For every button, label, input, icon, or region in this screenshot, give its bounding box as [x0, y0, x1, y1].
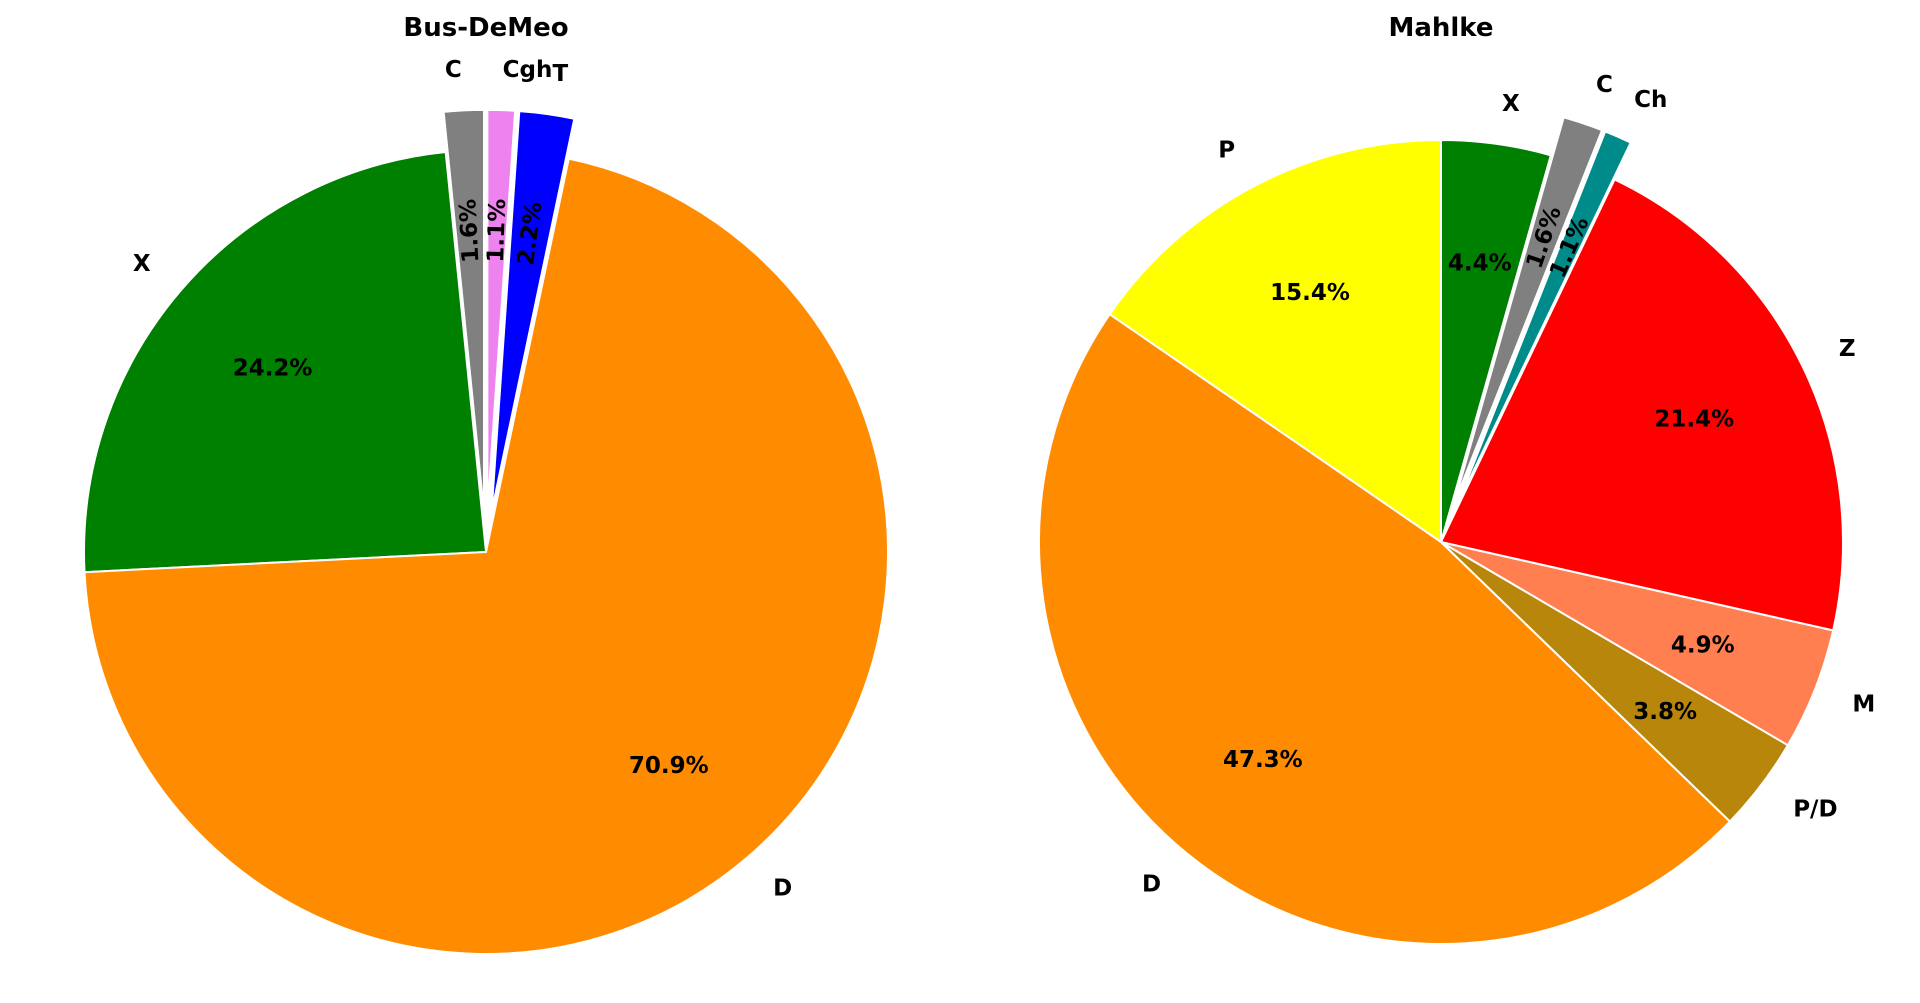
slice-category-label: P: [1218, 138, 1235, 164]
slice-percent-label: 3.8%: [1633, 699, 1697, 725]
slice-category-label: X: [133, 251, 151, 277]
slice-percent-label: 4.4%: [1448, 250, 1512, 276]
pie-slices: [83, 108, 889, 955]
chart-title: Mahlke: [1388, 13, 1493, 43]
slice-percent-label: 15.4%: [1270, 280, 1350, 306]
pie-slice-x: [1440, 138, 1553, 543]
slice-percent-label: 1.6%: [455, 198, 484, 263]
pie-slices: [1038, 115, 1844, 945]
pie-slice-t: [490, 110, 576, 513]
pie-chart-mahlke: Mahlke P15.4%D47.3%P/D3.8% M4.9%Z21.4%Ch1…: [1038, 13, 1875, 945]
slice-percent-label: 70.9%: [629, 753, 709, 779]
slice-category-label: Ch: [1634, 87, 1667, 113]
pie-slice-x: [83, 150, 488, 574]
pie-slice-z: [1439, 178, 1844, 632]
chart-title: Bus-DeMeo: [403, 13, 568, 43]
slice-category-label: C: [1596, 72, 1613, 98]
slice-category-label: C: [445, 57, 462, 83]
slice-percent-label: 24.2%: [233, 356, 313, 382]
slice-category-label: P/D: [1793, 796, 1837, 822]
slice-category-label: M: [1852, 691, 1875, 717]
pie-slice-cgh: [486, 108, 517, 512]
pie-slice-c: [1452, 115, 1604, 505]
slice-percent-label: 21.4%: [1654, 406, 1734, 432]
pie-slice-d: [1038, 312, 1732, 945]
slice-percent-label: 47.3%: [1223, 747, 1303, 773]
pie-slice-ch: [1456, 130, 1633, 506]
slice-category-label: D: [773, 875, 792, 901]
pie-slice-c: [442, 108, 485, 512]
slice-category-label: T: [552, 61, 568, 87]
pie-slice-p: [1108, 138, 1442, 544]
slice-percent-label: 1.1%: [483, 198, 511, 263]
slice-category-label: Z: [1839, 336, 1856, 362]
slice-category-label: Cgh: [503, 57, 553, 83]
slice-category-label: D: [1142, 871, 1161, 897]
pie-slice-d: [83, 157, 889, 955]
slice-percent-label: 4.9%: [1671, 632, 1735, 658]
slice-category-label: X: [1502, 91, 1520, 117]
